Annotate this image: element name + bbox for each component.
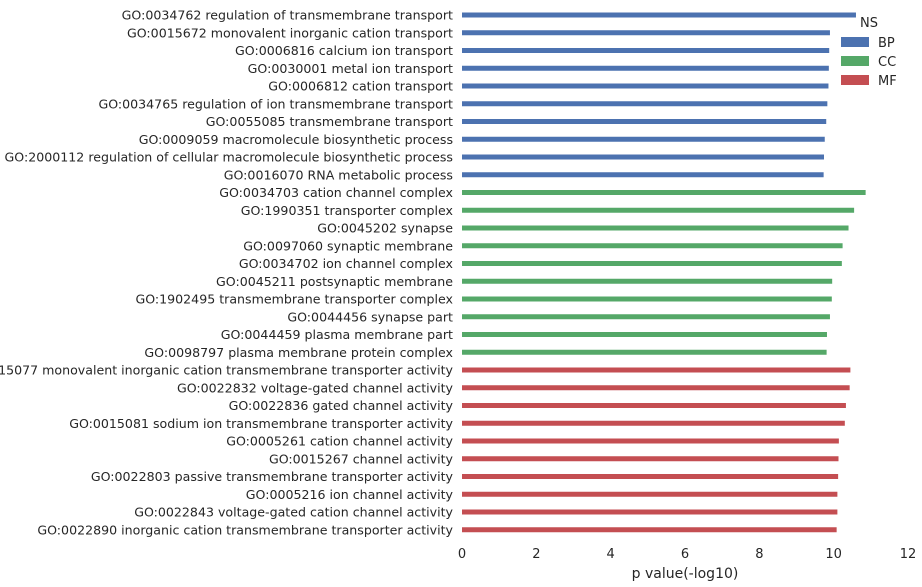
x-tick-label: 4 — [607, 547, 615, 562]
bar-bp-3 — [462, 65, 829, 71]
bar-mf-8 — [462, 509, 838, 515]
bar-cc-4 — [462, 261, 842, 266]
y-tick-labels: GO:0034762 regulation of transmembrane t… — [0, 8, 454, 538]
x-axis-label: p value(-log10) — [632, 566, 739, 582]
y-tick-label: GO:0034703 cation channel complex — [219, 185, 453, 200]
bar-cc-0 — [462, 190, 866, 195]
bar-cc-9 — [462, 349, 827, 355]
y-tick-label: GO:0030001 metal ion transport — [248, 61, 453, 76]
y-tick-label: GO:0015267 channel activity — [269, 451, 454, 466]
bar-bp-8 — [462, 154, 824, 160]
x-tick-label: 6 — [681, 547, 689, 562]
y-tick-label: GO:0044456 synapse part — [287, 309, 453, 324]
legend-swatch-cc — [841, 56, 869, 66]
y-tick-label: GO:0045211 postsynaptic membrane — [216, 274, 453, 289]
bar-bp-6 — [462, 119, 827, 124]
y-tick-label: GO:0045202 synapse — [317, 221, 453, 236]
x-tick-labels: 0 2 4 6 8 10 12 — [458, 547, 916, 562]
bar-cc-2 — [462, 225, 849, 231]
y-tick-label: GO:0015672 monovalent inorganic cation t… — [127, 25, 453, 40]
y-tick-label: GO:0022803 passive transmembrane transpo… — [91, 469, 454, 484]
legend: NS BP CC MF — [841, 16, 897, 89]
x-tick-label: 12 — [900, 547, 917, 562]
legend-swatch-bp — [841, 37, 869, 47]
bar-cc-3 — [462, 243, 843, 249]
legend-label-bp: BP — [878, 36, 895, 51]
bar-mf-0 — [462, 367, 851, 373]
bar-cc-1 — [462, 207, 855, 213]
legend-label-cc: CC — [878, 55, 896, 70]
bar-bp-0 — [462, 12, 856, 18]
bar-cc-7 — [462, 314, 830, 320]
bars-layer — [462, 12, 866, 533]
y-tick-label: GO:1902495 transmembrane transporter com… — [135, 292, 453, 307]
legend-label-mf: MF — [878, 74, 897, 89]
bar-mf-3 — [462, 420, 845, 426]
y-tick-label: GO:0006812 cation transport — [268, 79, 453, 94]
bar-mf-6 — [462, 474, 839, 479]
bar-bp-4 — [462, 83, 829, 89]
y-tick-label: GO:0006816 calcium ion transport — [235, 43, 453, 58]
bar-mf-7 — [462, 491, 838, 497]
bar-bp-5 — [462, 101, 828, 107]
y-tick-label: GO:1990351 transporter complex — [241, 203, 454, 218]
y-tick-label: GO:0009059 macromolecule biosynthetic pr… — [139, 132, 453, 147]
x-tick-label: 2 — [532, 547, 540, 562]
y-tick-label: GO:0034762 regulation of transmembrane t… — [122, 8, 453, 23]
bar-mf-5 — [462, 456, 839, 462]
bar-mf-4 — [462, 438, 839, 444]
y-tick-label: GO:0098797 plasma membrane protein compl… — [144, 345, 453, 360]
y-tick-label: GO:0016070 RNA metabolic process — [224, 167, 453, 182]
y-tick-label: GO:0022836 gated channel activity — [229, 398, 454, 413]
y-tick-label: GO:0022843 voltage-gated cation channel … — [134, 505, 453, 520]
y-tick-label: GO:2000112 regulation of cellular macrom… — [5, 150, 453, 165]
bar-cc-8 — [462, 332, 827, 337]
legend-title: NS — [860, 16, 878, 31]
y-tick-label: GO:0055085 transmembrane transport — [206, 114, 453, 129]
bar-bp-7 — [462, 136, 825, 142]
y-tick-label: GO:0015077 monovalent inorganic cation t… — [0, 363, 454, 378]
y-tick-label: GO:0015081 sodium ion transmembrane tran… — [69, 416, 453, 431]
y-tick-label: GO:0097060 synaptic membrane — [243, 238, 453, 253]
bar-bp-9 — [462, 172, 824, 178]
bar-mf-9 — [462, 527, 837, 533]
y-tick-label: GO:0034765 regulation of ion transmembra… — [98, 96, 453, 111]
y-tick-label: GO:0022890 inorganic cation transmembran… — [37, 522, 453, 537]
y-tick-label: GO:0034702 ion channel complex — [239, 256, 454, 271]
y-tick-label: GO:0022832 voltage-gated channel activit… — [177, 380, 454, 395]
bar-bp-1 — [462, 30, 830, 36]
x-tick-label: 10 — [825, 547, 842, 562]
bar-cc-5 — [462, 278, 833, 284]
x-tick-label: 8 — [755, 547, 763, 562]
x-tick-label: 0 — [458, 547, 466, 562]
y-tick-label: GO:0005261 cation channel activity — [226, 434, 453, 449]
bar-mf-2 — [462, 403, 846, 408]
bar-bp-2 — [462, 48, 830, 53]
y-tick-label: GO:0005216 ion channel activity — [246, 487, 454, 502]
y-tick-label: GO:0044459 plasma membrane part — [221, 327, 453, 342]
bar-mf-1 — [462, 385, 850, 391]
bar-cc-6 — [462, 296, 832, 302]
legend-swatch-mf — [841, 75, 869, 85]
